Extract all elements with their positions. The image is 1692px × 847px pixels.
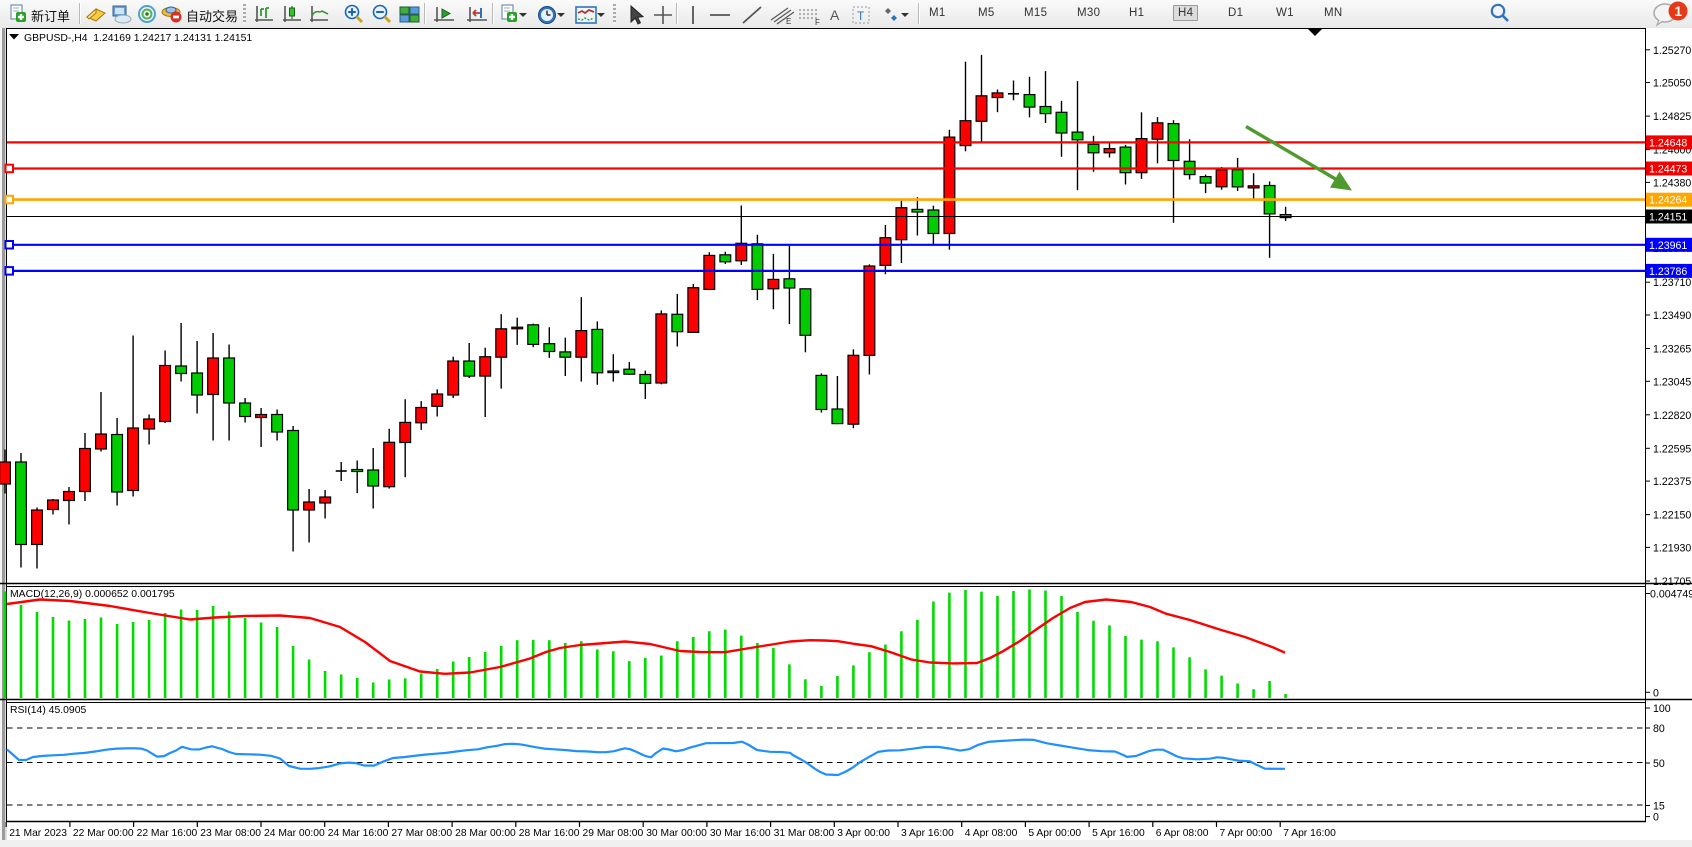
svg-text:4 Apr 08:00: 4 Apr 08:00 [965, 828, 1018, 839]
svg-text:1.22150: 1.22150 [1653, 510, 1691, 522]
svg-text:31 Mar 08:00: 31 Mar 08:00 [774, 828, 835, 839]
svg-text:1.23265: 1.23265 [1653, 344, 1691, 356]
svg-text:MACD(12,26,9) 0.000652 0.00179: MACD(12,26,9) 0.000652 0.001795 [10, 589, 175, 600]
svg-text:1.21930: 1.21930 [1653, 542, 1691, 554]
svg-text:1.25050: 1.25050 [1653, 78, 1691, 90]
svg-text:E: E [786, 17, 791, 26]
svg-text:1.25270: 1.25270 [1653, 45, 1691, 57]
svg-text:28 Mar 16:00: 28 Mar 16:00 [519, 828, 580, 839]
svg-text:21 Mar 2023: 21 Mar 2023 [9, 828, 67, 839]
svg-text:24 Mar 16:00: 24 Mar 16:00 [328, 828, 389, 839]
svg-text:1.23490: 1.23490 [1653, 310, 1691, 322]
svg-text:30 Mar 16:00: 30 Mar 16:00 [710, 828, 771, 839]
svg-text:1.24473: 1.24473 [1649, 164, 1687, 176]
svg-text:1: 1 [1675, 4, 1683, 19]
svg-text:0: 0 [1653, 687, 1659, 699]
svg-text:29 Mar 08:00: 29 Mar 08:00 [583, 828, 644, 839]
svg-text:80: 80 [1653, 723, 1665, 735]
svg-text:5 Apr 16:00: 5 Apr 16:00 [1092, 828, 1145, 839]
svg-text:6 Apr 08:00: 6 Apr 08:00 [1156, 828, 1209, 839]
svg-text:22 Mar 00:00: 22 Mar 00:00 [73, 828, 134, 839]
svg-text:T: T [857, 9, 865, 23]
svg-text:1.21705: 1.21705 [1653, 576, 1691, 588]
svg-text:1.23045: 1.23045 [1653, 376, 1691, 388]
svg-text:A: A [830, 7, 840, 23]
svg-text:15: 15 [1653, 801, 1665, 813]
svg-text:5 Apr 00:00: 5 Apr 00:00 [1028, 828, 1081, 839]
svg-text:27 Mar 08:00: 27 Mar 08:00 [391, 828, 452, 839]
svg-text:0: 0 [1653, 812, 1659, 824]
svg-text:0.004749: 0.004749 [1650, 589, 1692, 601]
svg-text:1.22820: 1.22820 [1653, 410, 1691, 422]
svg-text:3 Apr 00:00: 3 Apr 00:00 [837, 828, 890, 839]
svg-text:30 Mar 00:00: 30 Mar 00:00 [646, 828, 707, 839]
svg-text:22 Mar 16:00: 22 Mar 16:00 [137, 828, 198, 839]
svg-text:1.22595: 1.22595 [1653, 443, 1691, 455]
svg-text:3 Apr 16:00: 3 Apr 16:00 [901, 828, 954, 839]
svg-text:1.24151: 1.24151 [1649, 212, 1687, 224]
svg-text:1.23961: 1.23961 [1649, 240, 1687, 252]
svg-text:7 Apr 16:00: 7 Apr 16:00 [1283, 828, 1336, 839]
svg-text:1.24825: 1.24825 [1653, 111, 1691, 123]
svg-text:28 Mar 00:00: 28 Mar 00:00 [455, 828, 516, 839]
svg-text:1.24380: 1.24380 [1653, 177, 1691, 189]
svg-text:1.23786: 1.23786 [1649, 266, 1687, 278]
svg-text:100: 100 [1653, 703, 1671, 715]
svg-text:F: F [815, 18, 820, 26]
svg-text:1.24264: 1.24264 [1649, 195, 1687, 207]
svg-text:1.23710: 1.23710 [1653, 277, 1691, 289]
svg-text:GBPUSD-,H4 1.24169 1.24217 1.: GBPUSD-,H4 1.24169 1.24217 1.24131 1.241… [24, 33, 252, 44]
svg-text:23 Mar 08:00: 23 Mar 08:00 [200, 828, 261, 839]
svg-text:50: 50 [1653, 758, 1665, 770]
svg-text:7 Apr 00:00: 7 Apr 00:00 [1220, 828, 1273, 839]
svg-text:1.22375: 1.22375 [1653, 476, 1691, 488]
svg-text:24 Mar 00:00: 24 Mar 00:00 [264, 828, 325, 839]
svg-text:RSI(14) 45.0905: RSI(14) 45.0905 [10, 705, 86, 716]
svg-text:1.24648: 1.24648 [1649, 137, 1687, 149]
